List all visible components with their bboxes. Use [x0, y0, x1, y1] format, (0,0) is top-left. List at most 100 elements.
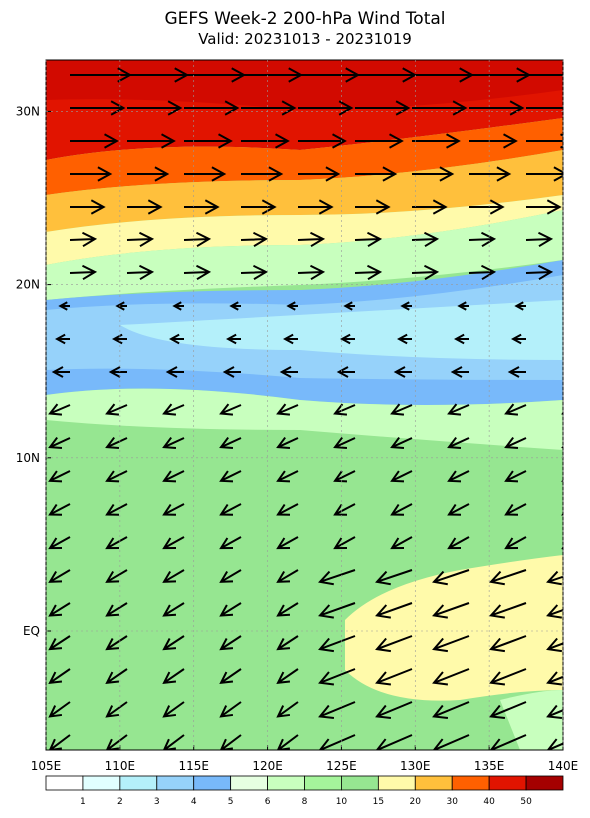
wind-arrow [504, 403, 527, 416]
wind-arrow [333, 503, 356, 516]
wind-arrow [48, 602, 71, 617]
wind-arrow [172, 301, 184, 311]
wind-arrow [105, 602, 128, 617]
wind-arrow [354, 231, 383, 248]
wind-arrow [105, 503, 128, 516]
wind-arrow [355, 133, 404, 149]
wind-arrow [454, 333, 469, 345]
wind-arrow [393, 366, 412, 378]
wind-arrow [298, 166, 341, 182]
wind-arrow [546, 738, 563, 750]
wind-arrow [283, 333, 298, 345]
wind-arrow [286, 301, 298, 311]
wind-arrow [412, 166, 455, 182]
wind-arrow [105, 734, 128, 750]
wind-arrow [570, 335, 583, 344]
shade [46, 150, 563, 232]
wind-arrow [276, 403, 299, 416]
wind-arrow [567, 367, 583, 377]
wind-arrow [219, 569, 242, 583]
wind-arrow [583, 68, 590, 81]
wind-arrow [276, 536, 299, 550]
colorbar-label: 10 [336, 797, 348, 807]
wind-arrow [318, 701, 356, 719]
wind-arrow [375, 602, 413, 619]
wind-arrow [411, 231, 440, 248]
wind-arrow [318, 734, 356, 750]
wind-arrow [375, 668, 413, 686]
lon-label: 135E [474, 759, 505, 773]
colorbar-label: 8 [302, 797, 308, 807]
wind-arrow [447, 436, 470, 450]
wind-arrow [105, 536, 128, 550]
wind-arrow [468, 264, 497, 281]
colorbar-label: 15 [373, 797, 384, 807]
wind-arrow [48, 403, 71, 416]
wind-arrow [546, 671, 563, 686]
wind-arrow [511, 333, 526, 345]
wind-arrow [276, 701, 299, 718]
colorbar-swatch [377, 775, 416, 791]
wind-arrow [504, 470, 527, 483]
wind-arrow [343, 301, 355, 311]
wind-arrow [241, 133, 290, 149]
colorbar-swatch [488, 775, 527, 791]
wind-arrow [546, 570, 563, 586]
wind-arrow [241, 166, 284, 182]
wind-arrow [432, 701, 470, 719]
wind-arrow [546, 604, 563, 619]
wind-arrow [112, 333, 127, 345]
wind-arrow [169, 333, 184, 345]
wind-arrow [432, 668, 470, 686]
wind-arrow [390, 536, 413, 550]
wind-arrow [105, 403, 128, 416]
wind-arrow [241, 100, 297, 116]
wind-arrow [432, 734, 470, 750]
wind-arrow [276, 569, 299, 583]
wind-arrow [48, 701, 71, 718]
wind-arrow [162, 536, 185, 550]
wind-arrow [390, 470, 413, 483]
wind-arrow [219, 668, 242, 684]
title: GEFS Week-2 200-hPa Wind Total [164, 9, 445, 29]
wind-arrow [412, 133, 461, 149]
wind-arrow [412, 100, 468, 116]
wind-arrow [70, 199, 106, 215]
wind-arrow [105, 668, 128, 684]
wind-arrow [70, 166, 113, 182]
colorbar-swatch [119, 775, 158, 791]
wind-arrow [184, 100, 240, 116]
wind-arrow [447, 470, 470, 483]
wind-arrow [241, 199, 277, 215]
wind-arrow [115, 301, 127, 311]
wind-arrow [457, 301, 469, 311]
colorbar-label: 3 [154, 797, 160, 807]
colorbar-label: 2 [117, 797, 123, 807]
wind-arrow [276, 635, 299, 651]
wind-arrow [162, 403, 185, 416]
colorbar-label: 1 [80, 797, 86, 807]
wind-arrow [219, 734, 242, 750]
wind-arrow [219, 436, 242, 450]
wind-arrow [546, 704, 563, 719]
wind-arrow [70, 100, 126, 116]
wind-arrow [561, 445, 563, 449]
wind-arrow [333, 470, 356, 483]
colorbar-label: 50 [520, 797, 532, 807]
colorbar-label: 6 [265, 797, 271, 807]
wind-arrow [355, 199, 391, 215]
lon-label: 120E [252, 759, 283, 773]
wind-arrow [48, 734, 71, 750]
wind-arrow [219, 536, 242, 550]
wind-arrow [546, 637, 563, 653]
wind-arrow [219, 602, 242, 617]
wind-arrow [219, 470, 242, 483]
wind-arrow [504, 536, 527, 550]
wind-arrow [126, 264, 155, 281]
lat-label: 20N [16, 278, 40, 292]
wind-arrow [276, 503, 299, 516]
wind-arrow [69, 264, 98, 281]
wind-arrow [55, 333, 70, 345]
wind-arrow [583, 233, 590, 246]
wind-arrow [411, 264, 440, 281]
